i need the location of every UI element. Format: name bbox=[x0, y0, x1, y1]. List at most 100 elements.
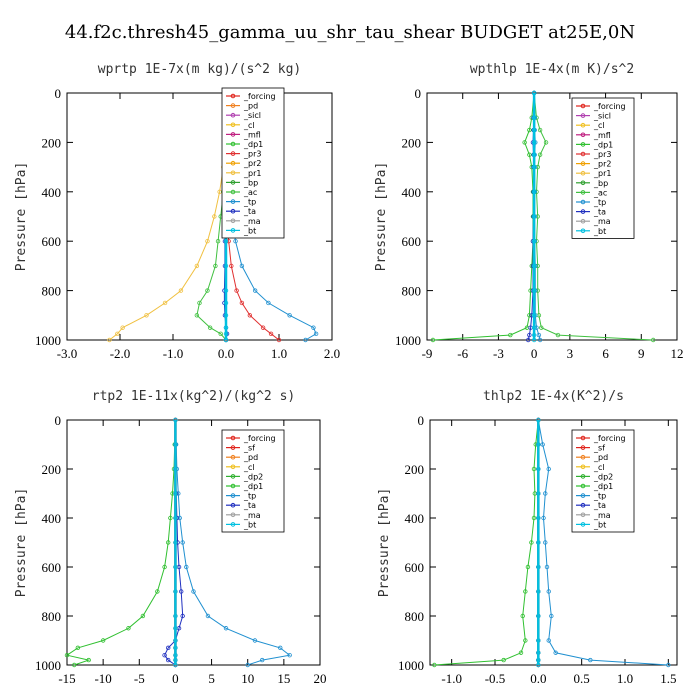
legend-label: _ac bbox=[593, 188, 607, 197]
point-bt bbox=[173, 626, 178, 631]
point-tp bbox=[546, 466, 551, 472]
point-tp bbox=[287, 313, 292, 318]
point-bt bbox=[173, 491, 178, 496]
point-bt bbox=[223, 263, 229, 269]
y-tick-label: 800 bbox=[42, 284, 62, 299]
point-pr1 bbox=[120, 325, 125, 330]
legend-label: _dp1 bbox=[593, 140, 613, 149]
point-bt bbox=[173, 613, 178, 619]
legend-marker bbox=[230, 445, 236, 450]
point-dp1 bbox=[525, 564, 531, 570]
point-ac bbox=[555, 332, 561, 338]
point-dp1 bbox=[86, 657, 91, 663]
legend: _forcing_pd_sicl_cl_mfl_dp1_pr3_pr2_pr1_… bbox=[221, 87, 285, 239]
point-tp bbox=[543, 540, 548, 545]
legend-marker bbox=[580, 132, 586, 138]
point-pr3 bbox=[239, 300, 245, 306]
legend-marker bbox=[230, 208, 236, 214]
legend-label: _ta bbox=[593, 501, 606, 510]
point-tp bbox=[223, 626, 229, 631]
x-tick-label: 1.0 bbox=[271, 346, 287, 361]
point-bt bbox=[173, 540, 178, 545]
point-bt bbox=[536, 540, 541, 545]
point-dp1 bbox=[527, 152, 532, 157]
legend-label: _bp bbox=[593, 179, 608, 188]
x-tick-label: 10 bbox=[241, 671, 254, 686]
point-pr1 bbox=[107, 337, 112, 343]
point-dp1 bbox=[64, 653, 70, 658]
legend: _forcing_sicl_cl_mfl_dp1_pr3_pr2_pr1_bp_… bbox=[571, 97, 635, 239]
legend-label: _sf bbox=[593, 444, 605, 453]
point-tp bbox=[537, 337, 543, 343]
x-tick-label: 9 bbox=[638, 346, 645, 361]
legend-label: _ma bbox=[243, 511, 261, 520]
point-dp1 bbox=[165, 540, 171, 545]
legend-label: _dp1 bbox=[243, 140, 263, 149]
point-bt bbox=[536, 466, 541, 472]
x-tick-label: 0.0 bbox=[218, 346, 234, 361]
x-tick-label: 2.0 bbox=[324, 346, 340, 361]
point-ac bbox=[194, 313, 200, 318]
point-bt bbox=[536, 613, 541, 619]
point-bt bbox=[173, 466, 178, 472]
legend-marker bbox=[580, 142, 586, 147]
point-bt bbox=[531, 164, 537, 170]
legend-marker bbox=[230, 199, 236, 204]
point-bt bbox=[223, 313, 229, 318]
y-tick-label: 1000 bbox=[35, 333, 61, 348]
y-tick-label: 200 bbox=[402, 135, 422, 150]
point-tp bbox=[252, 288, 258, 293]
point-pr3 bbox=[247, 313, 253, 318]
y-axis-label: Pressure [hPa] bbox=[374, 162, 389, 272]
point-tp bbox=[278, 645, 283, 651]
point-dp1 bbox=[523, 638, 528, 643]
x-tick-label: 15 bbox=[277, 671, 290, 686]
point-tp bbox=[266, 300, 271, 306]
series-ac bbox=[533, 92, 654, 341]
panel-title: thlp2 1E-4x(K^2)/s bbox=[483, 389, 624, 404]
point-dp1 bbox=[522, 140, 527, 145]
x-tick-label: 1.5 bbox=[660, 671, 676, 686]
point-tp bbox=[666, 662, 671, 668]
point-tp bbox=[205, 613, 211, 619]
y-tick-label: 400 bbox=[405, 511, 425, 526]
y-tick-label: 0 bbox=[55, 413, 62, 428]
point-pr3 bbox=[268, 331, 274, 337]
point-bt bbox=[531, 337, 537, 343]
panel-title: wprtp 1E-7x(m kg)/(s^2 kg) bbox=[98, 62, 302, 77]
series-pr1 bbox=[109, 93, 227, 341]
point-tp bbox=[177, 515, 182, 521]
point-bt bbox=[531, 214, 537, 219]
point-bt bbox=[531, 115, 537, 120]
point-bt bbox=[531, 152, 537, 157]
point-bt bbox=[531, 127, 537, 133]
legend-label: _pr1 bbox=[243, 169, 261, 178]
legend-marker bbox=[230, 218, 236, 224]
point-dp1 bbox=[520, 613, 525, 619]
legend-label: _ta bbox=[593, 208, 606, 217]
legend: _forcing_sf_pd_cl_dp2_dp1_tp_ta_ma_bt bbox=[221, 429, 285, 533]
point-bt bbox=[536, 564, 541, 570]
legend-label: _tp bbox=[243, 492, 256, 501]
y-tick-label: 0 bbox=[415, 86, 422, 101]
point-dp1 bbox=[162, 564, 167, 570]
legend-marker bbox=[580, 454, 586, 460]
point-ac bbox=[207, 325, 213, 330]
legend-marker bbox=[580, 435, 586, 441]
point-bt bbox=[536, 657, 541, 663]
point-pr1 bbox=[162, 300, 168, 306]
legend-label: _dp2 bbox=[593, 472, 613, 481]
legend-label: _cl bbox=[243, 121, 255, 130]
legend-marker bbox=[230, 189, 236, 195]
x-tick-label: 0.0 bbox=[530, 671, 546, 686]
point-ac bbox=[215, 238, 221, 244]
legend-box bbox=[571, 97, 635, 239]
legend-marker bbox=[580, 151, 586, 157]
y-tick-label: 800 bbox=[42, 609, 62, 624]
y-tick-label: 600 bbox=[405, 560, 425, 575]
point-pr1 bbox=[115, 331, 120, 337]
point-ac bbox=[213, 263, 218, 269]
legend-label: _cl bbox=[593, 463, 605, 472]
point-bt bbox=[173, 417, 178, 423]
point-bt bbox=[536, 589, 541, 594]
